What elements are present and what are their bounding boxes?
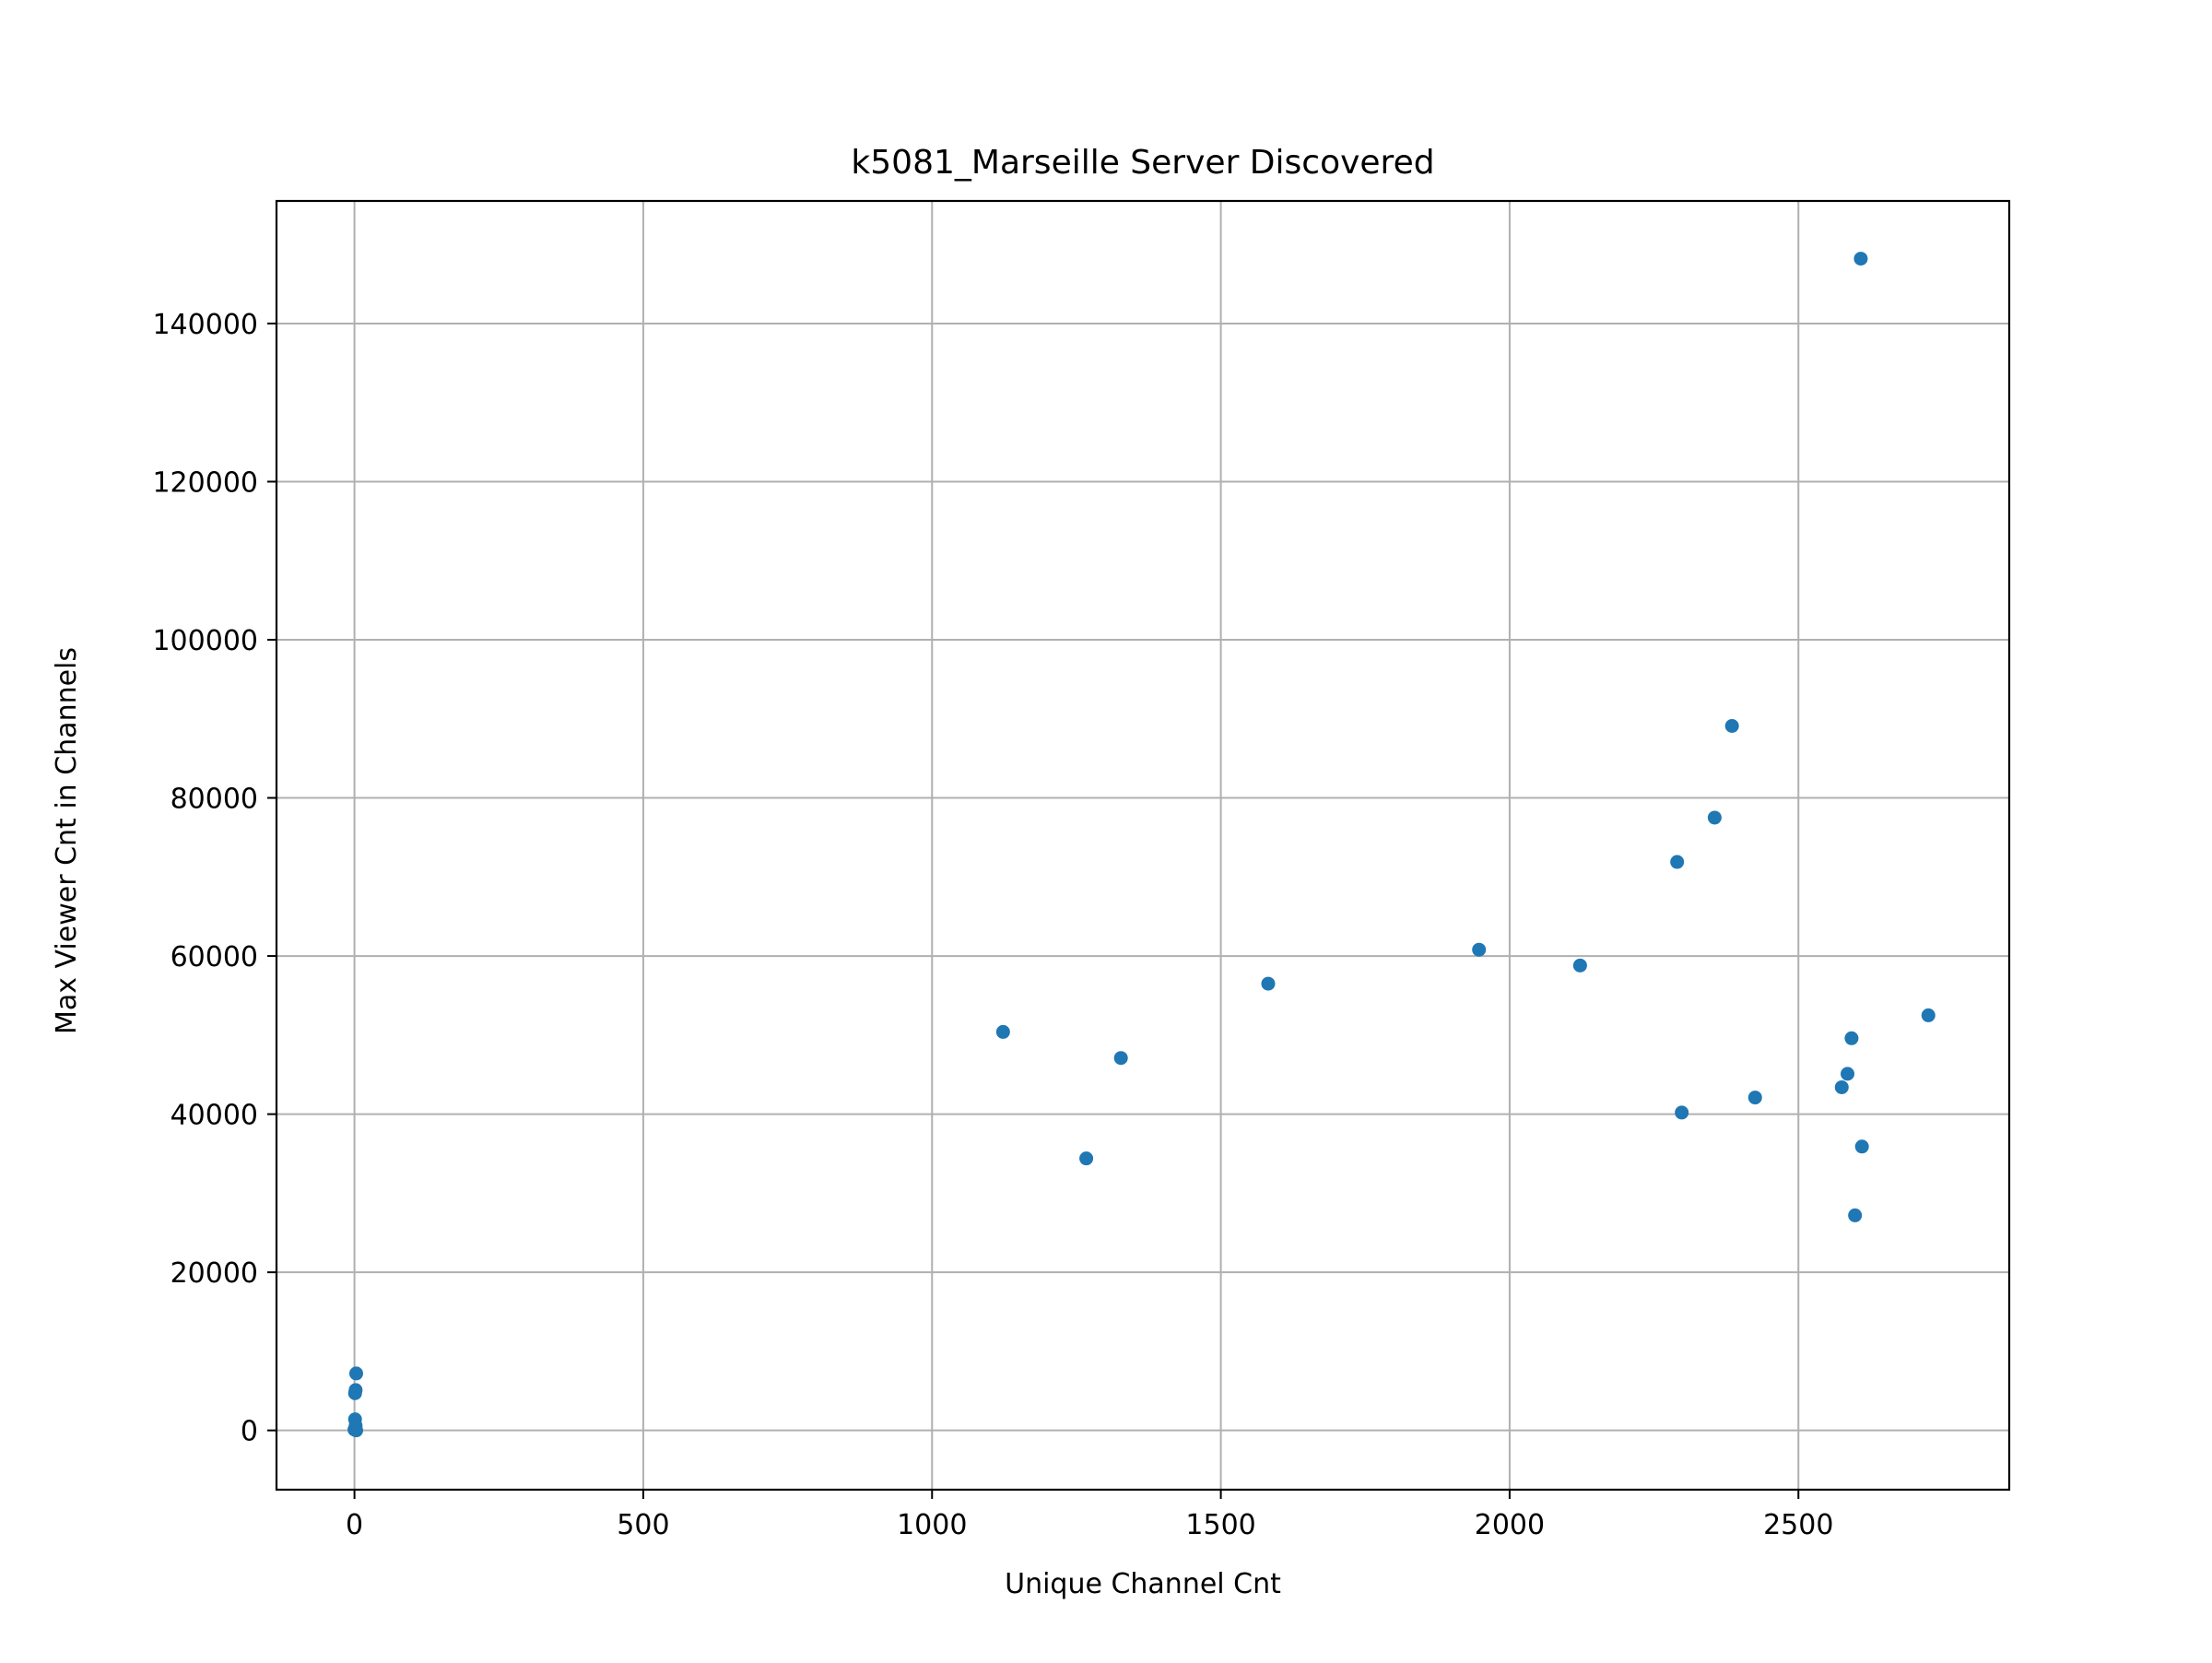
y-tick-label: 140000 bbox=[152, 309, 258, 341]
x-tick-label: 500 bbox=[617, 1509, 669, 1541]
data-point bbox=[1675, 1105, 1689, 1120]
data-point bbox=[1724, 718, 1739, 733]
y-tick-label: 60000 bbox=[171, 941, 258, 973]
y-tick-label: 0 bbox=[241, 1416, 258, 1448]
data-point bbox=[1854, 1139, 1869, 1154]
data-point bbox=[347, 1386, 362, 1400]
data-point bbox=[348, 1423, 363, 1438]
x-axis-label: Unique Channel Cnt bbox=[1005, 1568, 1281, 1600]
y-tick-label: 100000 bbox=[152, 625, 258, 657]
y-tick-label: 20000 bbox=[171, 1257, 258, 1290]
data-point bbox=[1747, 1091, 1762, 1105]
data-point bbox=[1261, 976, 1276, 991]
x-tick-label: 2000 bbox=[1475, 1509, 1545, 1541]
data-point bbox=[1572, 958, 1587, 973]
y-tick-label: 40000 bbox=[171, 1100, 258, 1132]
x-tick-label: 0 bbox=[346, 1509, 363, 1541]
data-point bbox=[1834, 1079, 1849, 1094]
data-point bbox=[1921, 1008, 1936, 1022]
plot-frame bbox=[275, 199, 2011, 1492]
x-tick-label: 1000 bbox=[897, 1509, 967, 1541]
data-point bbox=[1113, 1051, 1128, 1066]
data-points bbox=[347, 252, 1936, 1438]
data-point bbox=[1853, 252, 1868, 266]
data-point bbox=[1707, 810, 1722, 825]
grid bbox=[276, 201, 2009, 1490]
data-point bbox=[1841, 1067, 1855, 1081]
y-tick-label: 80000 bbox=[171, 784, 258, 816]
data-point bbox=[1848, 1208, 1863, 1222]
y-tick-label: 120000 bbox=[152, 466, 258, 499]
data-point bbox=[1472, 942, 1487, 957]
data-point bbox=[995, 1024, 1010, 1039]
chart-title: k5081_Marseille Server Discovered bbox=[851, 144, 1434, 182]
data-point bbox=[1670, 855, 1685, 869]
axis-ticks: 0 500 1000 1500 2000 2500 0 20000 40000 60000 8000… bbox=[152, 309, 1833, 1541]
data-point bbox=[1844, 1031, 1859, 1045]
data-point bbox=[348, 1366, 363, 1381]
x-tick-label: 2500 bbox=[1763, 1509, 1833, 1541]
y-axis-label: Max Viewer Cnt in Channels bbox=[51, 647, 83, 1034]
x-tick-label: 1500 bbox=[1185, 1509, 1255, 1541]
data-point bbox=[1079, 1151, 1094, 1166]
